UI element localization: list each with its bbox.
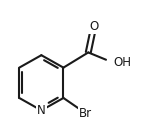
Text: Br: Br <box>79 107 92 120</box>
Text: N: N <box>37 104 46 117</box>
Text: OH: OH <box>113 56 131 69</box>
Text: O: O <box>89 20 98 33</box>
